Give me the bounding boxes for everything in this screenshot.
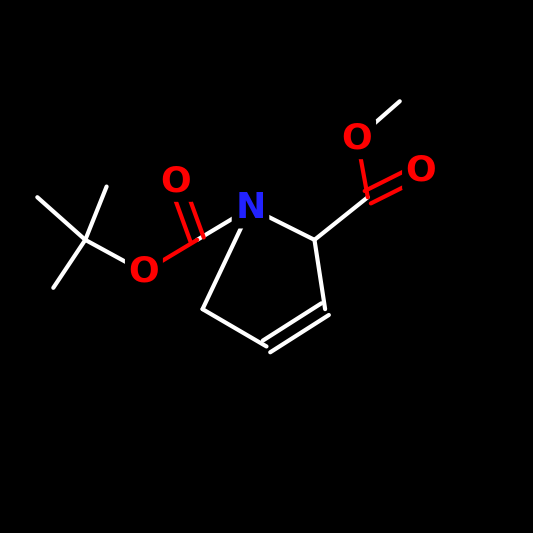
Text: O: O — [128, 255, 159, 289]
Text: O: O — [342, 122, 373, 156]
Text: O: O — [406, 154, 437, 188]
Text: N: N — [236, 191, 265, 225]
Text: O: O — [160, 164, 191, 198]
